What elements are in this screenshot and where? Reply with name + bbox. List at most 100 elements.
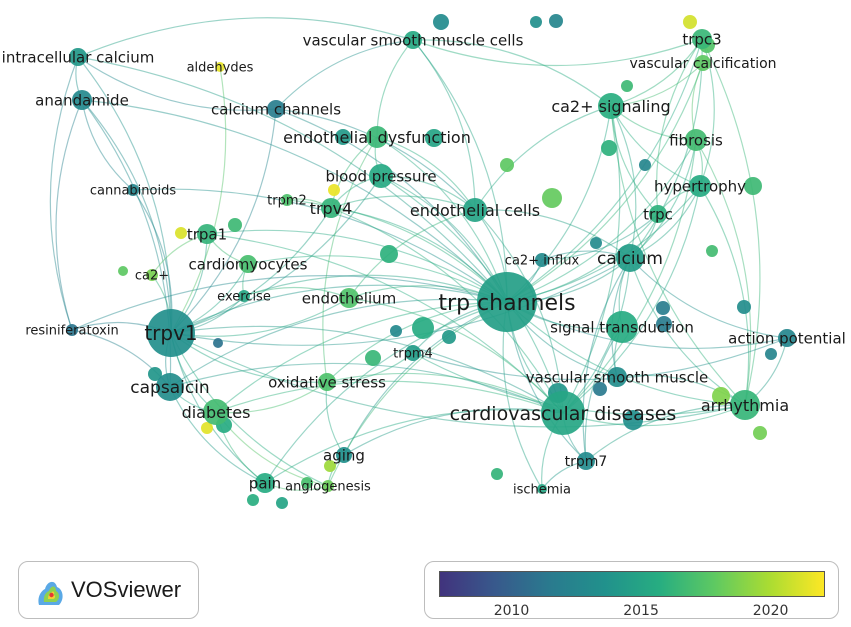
unlabeled-keyword-node[interactable] xyxy=(712,387,730,405)
unlabeled-keyword-node[interactable] xyxy=(148,367,162,381)
node-cardiovascular-diseases[interactable] xyxy=(541,391,585,435)
node-ca2-signaling[interactable] xyxy=(598,93,624,119)
node-diabetes[interactable] xyxy=(203,399,229,425)
node-exercise[interactable] xyxy=(238,290,250,302)
node-aldehydes[interactable] xyxy=(215,62,225,72)
node-trpm7[interactable] xyxy=(577,452,595,470)
node-oxidative-stress[interactable] xyxy=(318,373,336,391)
node-anandamide[interactable] xyxy=(72,90,92,110)
node-vascular-smooth-muscle-cells[interactable] xyxy=(404,31,422,49)
node-blood-pressure[interactable] xyxy=(369,164,393,188)
unlabeled-keyword-node[interactable] xyxy=(276,497,288,509)
unlabeled-keyword-node[interactable] xyxy=(601,140,617,156)
vosviewer-brand-name: VOSviewer xyxy=(71,577,182,602)
unlabeled-keyword-node[interactable] xyxy=(590,237,602,249)
unlabeled-keyword-node[interactable] xyxy=(542,188,562,208)
node-trpm2[interactable] xyxy=(281,194,293,206)
node-trpa1[interactable] xyxy=(197,224,217,244)
label-oxidative-stress: oxidative stress xyxy=(268,373,386,391)
node-trp-channels[interactable] xyxy=(477,272,537,332)
co-occurrence-link xyxy=(506,38,703,303)
label-cardiovascular-diseases: cardiovascular diseases xyxy=(450,403,677,425)
node-vascular-smooth-muscle[interactable] xyxy=(607,367,627,387)
unlabeled-keyword-node[interactable] xyxy=(549,14,563,28)
unlabeled-keyword-node[interactable] xyxy=(656,301,670,315)
label-capsaicin: capsaicin xyxy=(130,378,209,398)
unlabeled-keyword-node[interactable] xyxy=(201,422,213,434)
node-ca2-influx[interactable] xyxy=(535,253,549,267)
unlabeled-keyword-node[interactable] xyxy=(491,468,503,480)
node-pain[interactable] xyxy=(255,473,275,493)
node-endothelium[interactable] xyxy=(339,288,359,308)
co-occurrence-link xyxy=(206,233,564,414)
unlabeled-keyword-node[interactable] xyxy=(365,350,381,366)
co-occurrence-link xyxy=(326,372,564,414)
node-resiniferatoxin[interactable] xyxy=(66,324,78,336)
unlabeled-keyword-node[interactable] xyxy=(433,14,449,30)
node-intracellular-calcium[interactable] xyxy=(69,48,87,66)
node-ischemia[interactable] xyxy=(537,484,547,494)
node-angiogenesis[interactable] xyxy=(322,480,334,492)
label-aldehydes: aldehydes xyxy=(187,61,254,76)
unlabeled-keyword-node[interactable] xyxy=(530,16,542,28)
co-occurrence-link xyxy=(506,62,704,303)
node-hypertrophy[interactable] xyxy=(689,175,711,197)
unlabeled-keyword-node[interactable] xyxy=(656,316,672,332)
node-arrhythmia[interactable] xyxy=(730,390,760,420)
unlabeled-keyword-node[interactable] xyxy=(247,494,259,506)
unlabeled-keyword-node[interactable] xyxy=(228,218,242,232)
node-capsaicin[interactable] xyxy=(156,373,184,401)
unlabeled-keyword-node[interactable] xyxy=(753,426,767,440)
node-cannabinoids[interactable] xyxy=(127,184,139,196)
unlabeled-keyword-node[interactable] xyxy=(683,15,697,29)
node-trpc3[interactable] xyxy=(692,29,712,49)
unlabeled-keyword-node[interactable] xyxy=(500,158,514,172)
unlabeled-keyword-node[interactable] xyxy=(442,330,456,344)
unlabeled-keyword-node[interactable] xyxy=(425,129,443,147)
unlabeled-keyword-node[interactable] xyxy=(412,317,434,339)
node-endothelial-dysfunction[interactable] xyxy=(366,126,388,148)
unlabeled-keyword-node[interactable] xyxy=(621,80,633,92)
node-trpv4[interactable] xyxy=(321,198,341,218)
node-vascular-calcification[interactable] xyxy=(695,55,711,71)
node-signal-transduction[interactable] xyxy=(606,311,638,343)
unlabeled-keyword-node[interactable] xyxy=(324,460,336,472)
node-trpc[interactable] xyxy=(649,205,667,223)
unlabeled-keyword-node[interactable] xyxy=(335,129,351,145)
unlabeled-keyword-node[interactable] xyxy=(301,477,313,489)
unlabeled-keyword-node[interactable] xyxy=(213,338,223,348)
node-endothelial-cells[interactable] xyxy=(463,198,487,222)
unlabeled-keyword-node[interactable] xyxy=(744,177,762,195)
node-action-potential[interactable] xyxy=(778,329,796,347)
co-occurrence-link xyxy=(326,352,414,383)
unlabeled-keyword-node[interactable] xyxy=(175,227,187,239)
co-occurrence-link xyxy=(264,301,508,484)
unlabeled-keyword-node[interactable] xyxy=(118,266,128,276)
node-calcium[interactable] xyxy=(616,244,644,272)
unlabeled-keyword-node[interactable] xyxy=(765,348,777,360)
node-fibrosis[interactable] xyxy=(685,129,707,151)
label-calcium: calcium xyxy=(597,249,663,269)
node-calcium-channels[interactable] xyxy=(267,100,285,118)
co-occurrence-link xyxy=(215,380,564,414)
unlabeled-keyword-node[interactable] xyxy=(380,245,398,263)
co-occurrence-link xyxy=(629,257,788,339)
unlabeled-keyword-node[interactable] xyxy=(593,382,607,396)
node-layer[interactable] xyxy=(66,29,796,494)
node-cardiomyocytes[interactable] xyxy=(239,255,257,273)
unlabeled-keyword-node[interactable] xyxy=(639,159,651,171)
unlabeled-keyword-node[interactable] xyxy=(706,245,718,257)
node-aging[interactable] xyxy=(336,447,352,463)
node-ca2[interactable] xyxy=(146,269,158,281)
co-occurrence-link xyxy=(585,404,746,462)
unlabeled-keyword-node[interactable] xyxy=(328,184,340,196)
unlabeled-keyword-node[interactable] xyxy=(390,325,402,337)
unlabeled-keyword-node[interactable] xyxy=(737,300,751,314)
unlabeled-keyword-node[interactable] xyxy=(623,410,643,430)
node-trpv1[interactable] xyxy=(147,309,195,357)
node-trpm4[interactable] xyxy=(405,345,421,361)
co-occurrence-link xyxy=(243,286,350,299)
co-occurrence-link xyxy=(325,381,345,456)
co-occurrence-link xyxy=(541,213,659,261)
